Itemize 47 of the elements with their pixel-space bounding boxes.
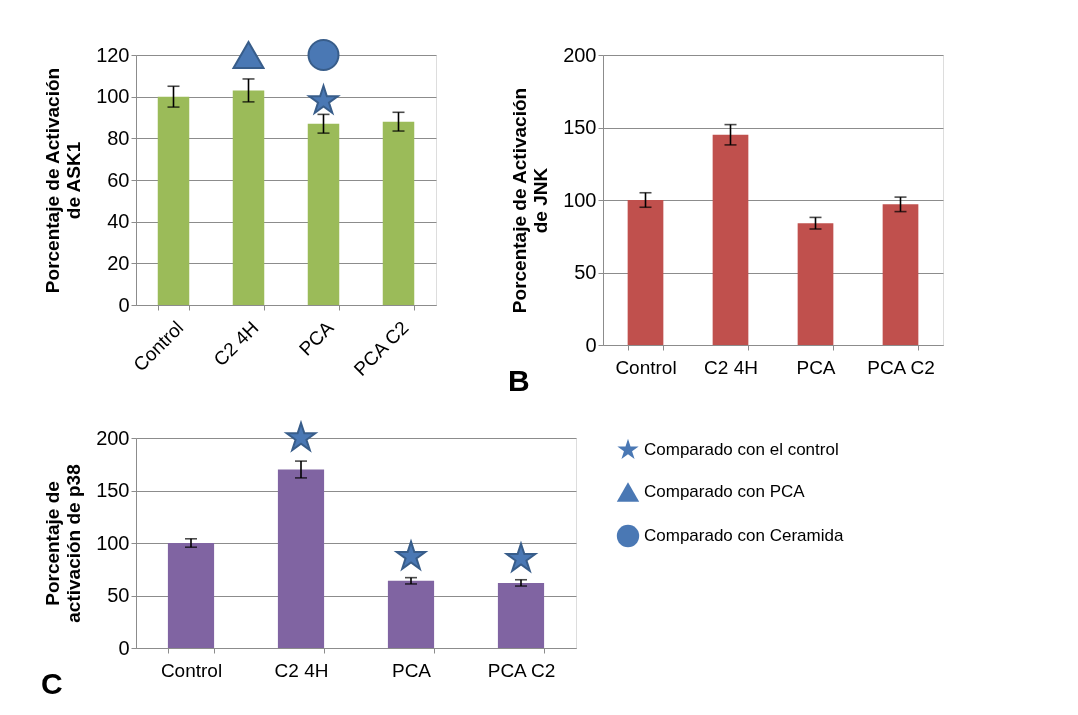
x-tick-label: PCA C2 xyxy=(349,317,413,380)
y-tick-label: 0 xyxy=(118,293,130,316)
y-tick-label: 50 xyxy=(574,261,597,283)
y-tick-label: 100 xyxy=(96,85,130,108)
x-tick-label: PCA C2 xyxy=(487,659,556,681)
legend-label: Comparado con PCA xyxy=(644,482,806,501)
text: B xyxy=(508,364,530,397)
y-tick-label: 50 xyxy=(107,584,130,606)
y-tick-label: 120 xyxy=(96,43,130,66)
legend-label: Comparado con el control xyxy=(644,440,839,459)
bar xyxy=(277,469,325,648)
y-tick-label: 150 xyxy=(563,116,597,138)
x-tick-label: Control xyxy=(160,659,223,681)
y-tick-label: 40 xyxy=(107,210,130,233)
x-tick-label: C2 4H xyxy=(274,659,329,681)
y-tick-label: 0 xyxy=(585,333,597,356)
y-axis-title: Porcentaje de Activación de ASK1 xyxy=(42,67,85,294)
y-tick-label: 20 xyxy=(107,251,130,274)
y-tick-label: 200 xyxy=(563,43,597,66)
x-tick-label: Control xyxy=(615,356,677,378)
bar xyxy=(797,223,834,345)
y-tick-label: 60 xyxy=(107,168,130,191)
y-tick-label: 200 xyxy=(96,426,130,449)
y-axis-title: Porcentaje de activación de p38 xyxy=(42,464,85,623)
bar xyxy=(232,90,265,305)
legend-label: Comparado con Ceramida xyxy=(644,526,844,545)
bar xyxy=(497,582,545,648)
text: C xyxy=(41,667,63,700)
bar xyxy=(627,200,664,345)
x-tick-label: PCA C2 xyxy=(867,356,935,378)
y-tick-label: 80 xyxy=(107,126,130,149)
y-axis-title: Porcentaje de Activación de JNK xyxy=(509,87,552,314)
bar xyxy=(157,96,190,305)
x-tick-label: PCA xyxy=(796,356,836,378)
bar xyxy=(387,580,435,648)
y-tick-label: 100 xyxy=(563,188,597,211)
y-tick-label: 0 xyxy=(118,636,130,659)
x-tick-label: C2 4H xyxy=(704,356,758,378)
bar xyxy=(307,123,340,305)
y-tick-label: 150 xyxy=(96,479,130,501)
y-tick-label: 100 xyxy=(96,531,130,554)
x-tick-label: PCA xyxy=(391,659,432,681)
x-tick-label: C2 4H xyxy=(209,317,263,371)
bar xyxy=(167,543,215,648)
bar xyxy=(882,204,919,345)
bar xyxy=(712,134,749,345)
bar xyxy=(382,121,415,305)
